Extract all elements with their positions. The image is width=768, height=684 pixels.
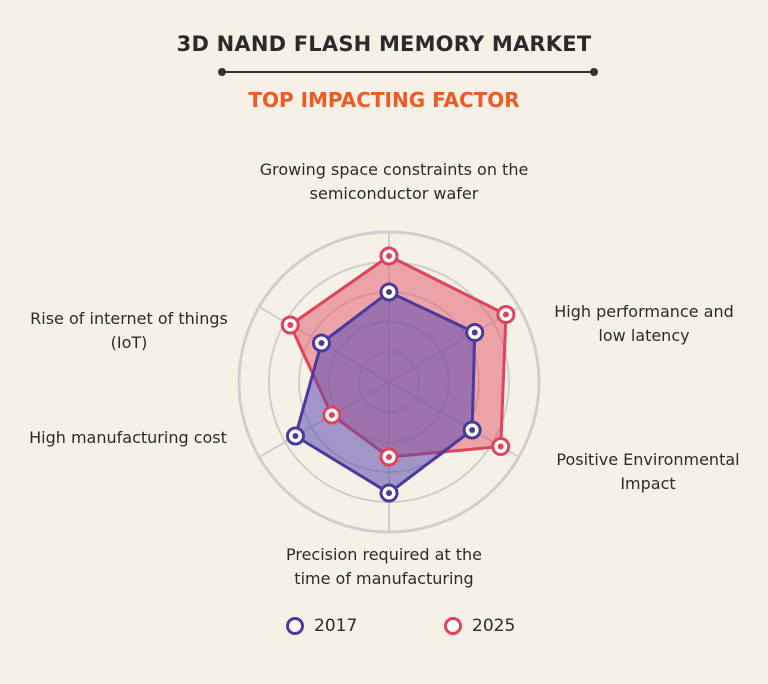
chart-title: 3D NAND FLASH MEMORY MARKET	[176, 32, 592, 56]
axis-label-1-line-1: High performance and	[554, 302, 734, 321]
axis-label-3: Precision required at the time of manufa…	[264, 543, 504, 591]
point-center-2025-5	[287, 322, 294, 328]
legend-marker-2017	[286, 617, 304, 635]
axis-label-0-line-2: semiconductor wafer	[309, 184, 479, 203]
axis-label-1: High performance and low latency	[544, 300, 744, 348]
axis-label-3-line-2: time of manufacturing	[294, 569, 474, 588]
legend-item-2025: 2025	[444, 616, 515, 636]
axis-label-1-line-2: low latency	[598, 326, 690, 345]
axis-label-2-line-1: Positive Environmental	[556, 450, 740, 469]
point-center-2017-0	[386, 289, 392, 295]
legend-label-2017: 2017	[314, 616, 358, 636]
axis-label-0: Growing space constraints on the semicon…	[244, 158, 544, 206]
axis-label-2: Positive Environmental Impact	[546, 448, 750, 496]
point-center-2017-5	[318, 340, 325, 346]
point-center-2025-0	[386, 253, 392, 259]
axis-label-0-line-1: Growing space constraints on the	[259, 160, 529, 179]
divider-dot-left	[218, 68, 226, 76]
legend-item-2017: 2017	[286, 616, 357, 636]
point-center-2017-4	[292, 433, 299, 439]
point-center-2025-2	[497, 443, 504, 450]
axis-label-4-line-1: High manufacturing cost	[29, 428, 227, 447]
axis-label-5: Rise of internet of things (IoT)	[18, 307, 240, 355]
chart-subtitle: TOP IMPACTING FACTOR	[248, 88, 520, 112]
legend-label-2025: 2025	[472, 616, 516, 636]
axis-label-3-line-1: Precision required at the	[285, 545, 483, 564]
divider-dot-right	[590, 68, 598, 76]
axis-label-5-line-1: Rise of internet of things	[30, 309, 228, 328]
axis-label-5-line-2: (IoT)	[110, 333, 148, 352]
point-center-2025-3	[386, 454, 392, 460]
axis-label-2-line-2: Impact	[620, 474, 676, 493]
point-center-2017-3	[386, 490, 392, 496]
point-center-2017-1	[471, 329, 478, 336]
point-center-2017-2	[469, 427, 476, 433]
axis-label-4: High manufacturing cost	[18, 426, 238, 450]
point-center-2025-1	[502, 311, 509, 318]
point-center-2025-4	[328, 412, 335, 418]
title-divider	[218, 68, 598, 76]
legend-marker-2025	[444, 617, 462, 635]
